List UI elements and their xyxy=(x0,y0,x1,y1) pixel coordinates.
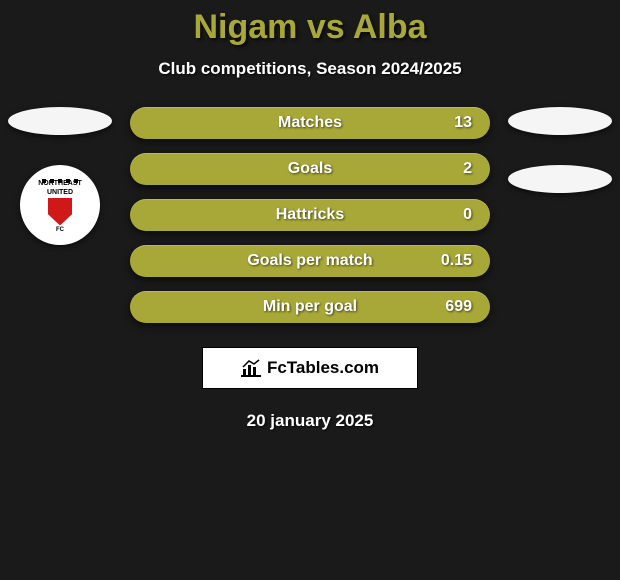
stat-bar-gpm: Goals per match 0.15 xyxy=(130,245,490,277)
stat-value: 699 xyxy=(445,298,472,316)
chart-icon xyxy=(241,359,261,377)
stat-label: Min per goal xyxy=(263,298,357,316)
stat-value: 0 xyxy=(463,206,472,224)
badge-fc: FC xyxy=(56,227,64,233)
stat-label: Goals per match xyxy=(247,252,372,270)
stat-bar-hattricks: Hattricks 0 xyxy=(130,199,490,231)
stat-bar-mpg: Min per goal 699 xyxy=(130,291,490,323)
stat-label: Goals xyxy=(288,160,332,178)
subtitle: Club competitions, Season 2024/2025 xyxy=(0,59,620,79)
badge-line2: UNITED xyxy=(47,189,73,196)
player-oval-right-1 xyxy=(508,107,612,135)
brand-logo[interactable]: FcTables.com xyxy=(202,347,418,389)
club-badge-left: NORTHEAST UNITED FC xyxy=(20,165,100,245)
badge-stripes-icon xyxy=(42,179,78,183)
page-title: Nigam vs Alba xyxy=(0,8,620,47)
stat-value: 2 xyxy=(463,160,472,178)
stat-label: Matches xyxy=(278,114,342,132)
stat-label: Hattricks xyxy=(276,206,344,224)
stats-card: Nigam vs Alba Club competitions, Season … xyxy=(0,0,620,431)
player-oval-left xyxy=(8,107,112,135)
right-column xyxy=(508,107,612,193)
stat-value: 0.15 xyxy=(441,252,472,270)
stat-bar-matches: Matches 13 xyxy=(130,107,490,139)
stat-bar-goals: Goals 2 xyxy=(130,153,490,185)
stats-column: Matches 13 Goals 2 Hattricks 0 Goals per… xyxy=(112,107,508,323)
stat-value: 13 xyxy=(454,114,472,132)
date-label: 20 january 2025 xyxy=(0,411,620,431)
badge-shield-icon xyxy=(48,198,72,226)
player-oval-right-2 xyxy=(508,165,612,193)
left-column: NORTHEAST UNITED FC xyxy=(8,107,112,245)
brand-text: FcTables.com xyxy=(267,358,379,378)
main-row: NORTHEAST UNITED FC Matches 13 Goals 2 H… xyxy=(0,107,620,323)
